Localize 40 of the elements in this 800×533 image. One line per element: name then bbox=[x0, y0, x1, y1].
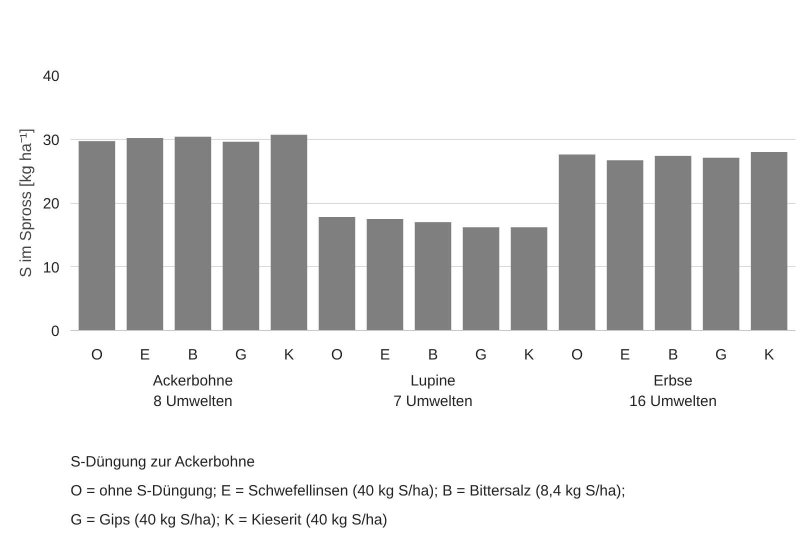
bar bbox=[318, 217, 356, 330]
x-tick-label: E bbox=[140, 346, 150, 364]
bar bbox=[462, 227, 500, 330]
text: Lupine 7 Umwelten bbox=[393, 372, 473, 410]
x-tick-label: K bbox=[284, 346, 294, 364]
bar bbox=[414, 222, 452, 330]
bar bbox=[558, 154, 596, 330]
y-tick-label: 0 bbox=[51, 323, 60, 340]
y-tick-label: 30 bbox=[42, 132, 60, 149]
x-tick-label: E bbox=[380, 346, 390, 364]
text: Erbse 16 Umwelten bbox=[629, 372, 717, 410]
y-tick-label: 20 bbox=[42, 196, 60, 212]
x-tick-label: G bbox=[475, 346, 487, 364]
x-tick-label: B bbox=[428, 346, 438, 364]
y-tick-label: 10 bbox=[42, 259, 60, 276]
bar bbox=[702, 158, 740, 330]
bar bbox=[174, 136, 212, 330]
y-axis-title: S im Spross [kg ha⁻¹] bbox=[18, 128, 35, 278]
bar bbox=[510, 227, 548, 330]
y-tick-label: 40 bbox=[42, 68, 60, 85]
x-tick-label: B bbox=[668, 346, 678, 364]
x-tick-label: G bbox=[235, 346, 247, 364]
x-tick-label: G bbox=[715, 346, 727, 364]
bar bbox=[366, 218, 404, 330]
x-tick-label: O bbox=[331, 346, 343, 364]
x-tick-label: O bbox=[571, 346, 583, 364]
bar bbox=[222, 142, 260, 330]
x-tick-label: B bbox=[188, 346, 198, 364]
x-tick-label: K bbox=[524, 346, 534, 364]
bar bbox=[270, 134, 308, 330]
x-tick-label: E bbox=[620, 346, 630, 364]
text: S-Düngung zur Ackerbohne O = ohne S-Düngung; E = Schwefellinsen (40 kg S/ha); B = Bittersalz (8,4 kg S/ha); G = Gips (40 kg S/ha); K = Kieserit (40 kg S/ha) bbox=[70, 454, 626, 528]
bar bbox=[126, 138, 164, 330]
bar bbox=[654, 156, 692, 330]
text: Ackerbohne 8 Umwelten bbox=[152, 372, 233, 410]
x-tick-label: O bbox=[91, 346, 103, 364]
bar bbox=[78, 141, 116, 330]
bar bbox=[750, 152, 788, 330]
bar bbox=[606, 160, 644, 330]
x-tick-label: K bbox=[764, 346, 774, 364]
